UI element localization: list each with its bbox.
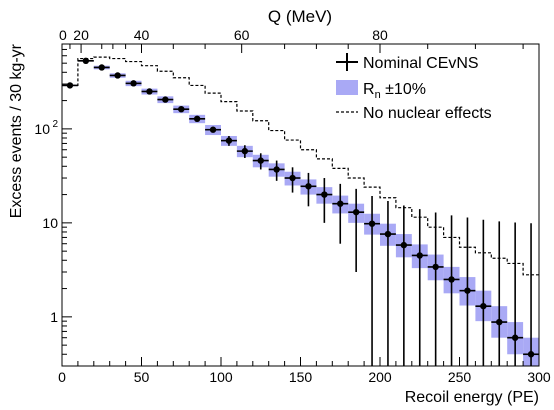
x-tick-label: 0 [58,369,66,385]
nominal-point [109,72,126,79]
nominal-marker [432,263,439,271]
legend-rn-swatch [336,80,358,95]
legend-rn-sub: n [375,89,381,101]
x-tick-label: 150 [289,369,313,385]
nominal-point [300,172,317,207]
nominal-marker [162,96,169,103]
nominal-point [236,145,253,158]
x-tick-label: 250 [448,369,472,385]
nominal-point [395,205,412,366]
top-tick-label: 0 [59,27,67,43]
x-axis: 0 50 100 150 200 250 300 [58,357,551,385]
nominal-point [411,209,428,366]
top-tick-label: 60 [234,27,250,43]
nominal-point [62,82,78,89]
legend-nominal-label: Nominal CEvNS [363,55,479,72]
nominal-point [427,212,444,366]
nominal-marker [66,82,74,89]
no-nuclear-line [62,56,539,276]
legend-rn-main: R [363,81,375,98]
nominal-point [93,64,110,71]
x-tick-label: 100 [209,369,233,385]
x-axis-title: Recoil energy (PE) [405,389,539,406]
x-tick-label: 50 [134,369,150,385]
nominal-marker [337,200,344,207]
top-tick-label: 40 [134,27,150,43]
nominal-point [348,188,365,273]
nominal-marker [368,220,376,227]
nominal-marker [400,241,408,249]
nominal-point [189,115,206,123]
legend: Nominal CEvNS Rn ±10% No nuclear effects [336,53,492,122]
nominal-marker [480,302,487,310]
nominal-point [268,160,285,181]
nominal-point [443,215,460,366]
nominal-marker [178,105,185,113]
nominal-marker [511,334,519,341]
nominal-marker [448,276,455,283]
y-tick-label: 10 [42,215,58,231]
nominal-marker [146,88,153,95]
nominal-marker [496,318,503,326]
nominal-point [141,88,158,95]
y-tick-label: 1 [50,309,58,325]
top-axis: 0 20 40 60 80 [59,27,524,53]
nominal-point [221,135,237,146]
nominal-marker [464,287,471,294]
legend-rn-label: Rn ±10% [363,81,426,101]
nominal-point [523,223,539,366]
legend-rn-rest: ±10% [381,81,426,98]
top-tick-label: 80 [372,27,388,43]
top-tick-label: 20 [73,27,89,43]
nominal-marker [257,157,264,164]
nominal-point [507,222,524,366]
nominal-marker [384,230,392,238]
nominal-point [205,126,221,133]
nominal-point [475,219,492,366]
nominal-marker [273,166,280,173]
nominal-points-layer [62,57,539,366]
nominal-point [491,221,508,366]
nominal-point [332,183,349,244]
nominal-marker [289,174,296,182]
nominal-marker [352,208,360,216]
y-tick-superscript: 2 [52,119,58,130]
nominal-marker [130,80,137,87]
nominal-marker [114,72,121,79]
x-tick-label: 300 [527,369,551,385]
nominal-point [459,217,476,366]
top-axis-title: Q (MeV) [268,7,332,26]
nominal-marker [82,57,90,65]
nominal-point [157,96,174,103]
nominal-marker [225,137,233,144]
y-tick-label: 10 [34,121,50,137]
nominal-marker [98,64,105,71]
no-nuclear-layer [62,56,539,276]
nominal-marker [416,252,423,259]
nominal-marker [305,183,312,190]
nominal-point [252,153,269,170]
nominal-point [125,80,142,87]
nominal-marker [209,126,217,133]
legend-nominal-marker [336,53,358,71]
nominal-point [173,105,190,113]
legend-no-nuclear-label: No nuclear effects [363,105,492,122]
nominal-marker [527,351,535,358]
nominal-marker [321,191,328,198]
x-tick-label: 200 [368,369,392,385]
nominal-point [380,200,396,366]
nominal-point [284,167,301,193]
nominal-marker [193,115,201,123]
nominal-marker [241,147,249,155]
nominal-point [364,196,380,366]
nominal-point [316,178,333,223]
y-axis-title: Excess events / 30 kg-yr [8,43,25,218]
nominal-point [77,57,94,65]
